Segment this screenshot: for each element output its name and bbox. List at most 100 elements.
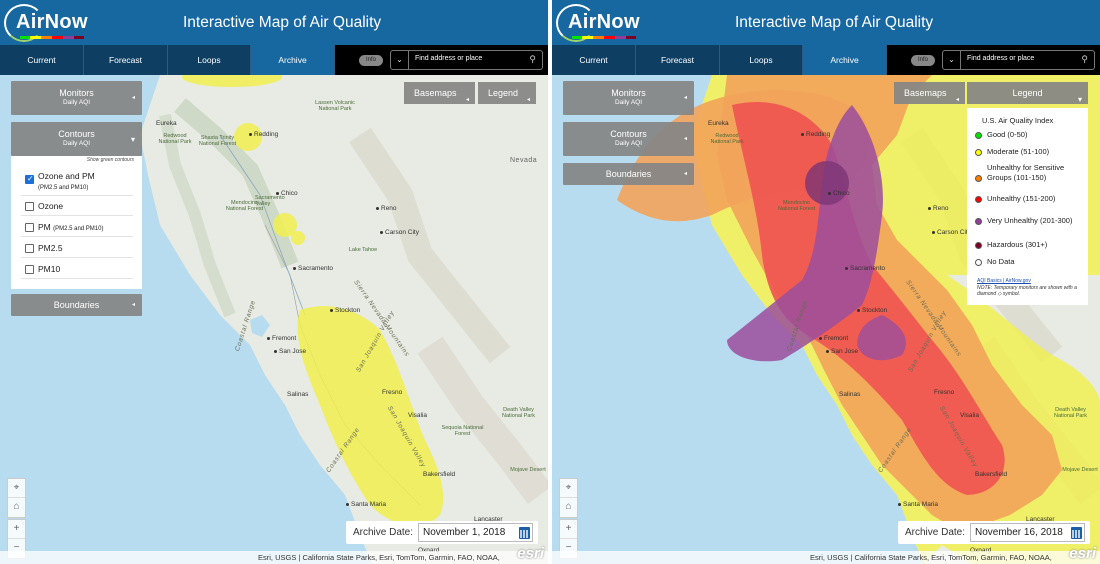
chevron-down-icon[interactable]: ⌄	[391, 51, 409, 69]
option-label: PM10	[38, 264, 61, 274]
legend-swatch	[975, 175, 982, 182]
calendar-icon[interactable]	[519, 527, 530, 539]
search-box[interactable]: ⌄ Find address or place ⚲	[942, 50, 1095, 70]
search-box[interactable]: ⌄ Find address or place ⚲	[390, 50, 543, 70]
tab-forecast[interactable]: Forecast	[84, 45, 168, 75]
tab-archive[interactable]: Archive	[803, 45, 887, 75]
option-ozone[interactable]: Ozone	[21, 196, 133, 216]
tab-current[interactable]: Current	[552, 45, 636, 75]
tab-forecast[interactable]: Forecast	[636, 45, 720, 75]
legend-button[interactable]: Legend ▾	[967, 82, 1088, 104]
archive-date-label: Archive Date:	[353, 527, 414, 538]
option-pm25[interactable]: PM2.5	[21, 238, 133, 258]
panel-divider	[548, 0, 552, 564]
option-pm10[interactable]: PM10	[21, 259, 133, 279]
calendar-icon[interactable]	[1071, 527, 1082, 539]
zoom-control: + −	[7, 519, 26, 559]
basemaps-button[interactable]: Basemaps ◂	[404, 82, 475, 104]
monitors-sub: Daily AQI	[614, 99, 643, 106]
boundaries-widget[interactable]: Boundaries ◂	[563, 163, 694, 185]
legend-swatch	[975, 149, 982, 156]
panel-nov-16: AirNow Interactive Map of Air Quality Cu…	[552, 0, 1100, 564]
monitors-widget[interactable]: Monitors Daily AQI ◂	[11, 81, 142, 115]
search-input[interactable]: Find address or place	[415, 55, 483, 62]
airnow-logo[interactable]: AirNow	[4, 4, 90, 42]
info-search-area: Info ⌄ Find address or place ⚲	[887, 45, 1100, 75]
contours-widget[interactable]: Contours Daily AQI ▾	[11, 122, 142, 156]
city-lancaster: Lancaster	[1026, 516, 1055, 523]
option-ozone-pm[interactable]: Ozone and PM (PM2.5 and PM10)	[21, 166, 133, 196]
aqi-basics-link[interactable]: AQI Basics | AirNow.gov	[977, 278, 1031, 284]
city-salinas: Salinas	[839, 391, 861, 398]
home-icon[interactable]: ⌂	[565, 501, 572, 512]
zoom-control: + −	[559, 519, 578, 559]
city-stockton: Stockton	[857, 307, 887, 314]
info-toggle[interactable]: Info	[911, 55, 935, 66]
city-carson-city: Carson City	[932, 229, 971, 236]
option-label-sub: (PM2.5 and PM10)	[38, 185, 89, 191]
header: AirNow Interactive Map of Air Quality	[552, 0, 1100, 45]
legend-title: U.S. Air Quality Index	[982, 116, 1054, 125]
zoom-out-icon[interactable]: −	[565, 542, 572, 553]
tab-archive[interactable]: Archive	[251, 45, 335, 75]
option-label-sub: (PM2.5 and PM10)	[53, 226, 104, 232]
monitors-widget[interactable]: Monitors Daily AQI ◂	[563, 81, 694, 115]
city-lancaster: Lancaster	[474, 516, 503, 523]
search-input[interactable]: Find address or place	[967, 55, 1035, 62]
archive-date-input[interactable]: November 16, 2018	[970, 523, 1085, 542]
zoom-in-icon[interactable]: +	[8, 520, 25, 539]
tab-current[interactable]: Current	[0, 45, 84, 75]
park-lake-tahoe: Lake Tahoe	[348, 247, 378, 253]
park-mendocino: Mendocino National Forest	[225, 200, 264, 212]
park-sequoia: Sequoia National Forest	[441, 425, 484, 437]
city-visalia: Visalia	[408, 412, 428, 419]
home-icon[interactable]: ⌂	[13, 501, 20, 512]
checkbox-pm10[interactable]	[25, 265, 34, 274]
search-icon[interactable]: ⚲	[529, 54, 536, 64]
city-reno: Reno	[376, 205, 397, 212]
caret-left-icon: ◂	[683, 171, 687, 177]
city-fremont: Fremont	[819, 335, 848, 342]
tab-loops[interactable]: Loops	[720, 45, 803, 75]
monitors-title: Monitors	[59, 88, 94, 98]
show-green-contours-link[interactable]: Show green contours	[86, 157, 134, 163]
caret-left-icon: ◂	[131, 302, 135, 308]
zoom-out-icon[interactable]: −	[13, 542, 20, 553]
nav-tabs: Current Forecast Loops Archive Info ⌄ Fi…	[552, 45, 1100, 75]
checkbox-ozone[interactable]	[25, 202, 34, 211]
city-bakersfield: Bakersfield	[975, 471, 1008, 478]
legend-swatch	[975, 259, 982, 266]
checkbox-ozone-pm[interactable]	[25, 174, 34, 184]
legend-panel: U.S. Air Quality Index Good (0-50) Moder…	[967, 108, 1088, 305]
contours-sub: Daily AQI	[614, 140, 643, 147]
option-pm[interactable]: PM (PM2.5 and PM10)	[21, 217, 133, 237]
city-visalia: Visalia	[960, 412, 980, 419]
zoom-in-icon[interactable]: +	[560, 520, 577, 539]
city-redding: Redding	[249, 131, 278, 138]
park-mendocino: Mendocino National Forest	[777, 200, 816, 212]
search-icon[interactable]: ⚲	[1081, 54, 1088, 64]
boundaries-widget[interactable]: Boundaries ◂	[11, 294, 142, 316]
info-toggle[interactable]: Info	[359, 55, 383, 66]
checkbox-pm[interactable]	[25, 223, 34, 232]
tab-loops[interactable]: Loops	[168, 45, 251, 75]
checkbox-pm25[interactable]	[25, 244, 34, 253]
legend-button[interactable]: Legend ◂	[478, 82, 536, 104]
airnow-logo[interactable]: AirNow	[556, 4, 642, 42]
legend-item-good: Good (0-50)	[975, 130, 1028, 140]
contours-widget[interactable]: Contours Daily AQI ◂	[563, 122, 694, 156]
legend-item-label: Good (0-50)	[987, 130, 1028, 139]
locate-icon[interactable]: ⌖	[8, 479, 25, 498]
basemaps-button[interactable]: Basemaps ◂	[894, 82, 965, 104]
locate-icon[interactable]: ⌖	[560, 479, 577, 498]
chevron-down-icon[interactable]: ⌄	[943, 51, 961, 69]
option-label: Ozone and PM (PM2.5 and PM10)	[38, 171, 95, 191]
city-eureka: Eureka	[156, 120, 177, 127]
locate-control: ⌖ ⌂	[559, 478, 578, 518]
locate-control: ⌖ ⌂	[7, 478, 26, 518]
logo-ring-icon	[4, 4, 44, 42]
archive-date-input[interactable]: November 1, 2018	[418, 523, 533, 542]
caret-left-icon: ◂	[465, 97, 469, 103]
caret-left-icon: ◂	[683, 95, 687, 101]
